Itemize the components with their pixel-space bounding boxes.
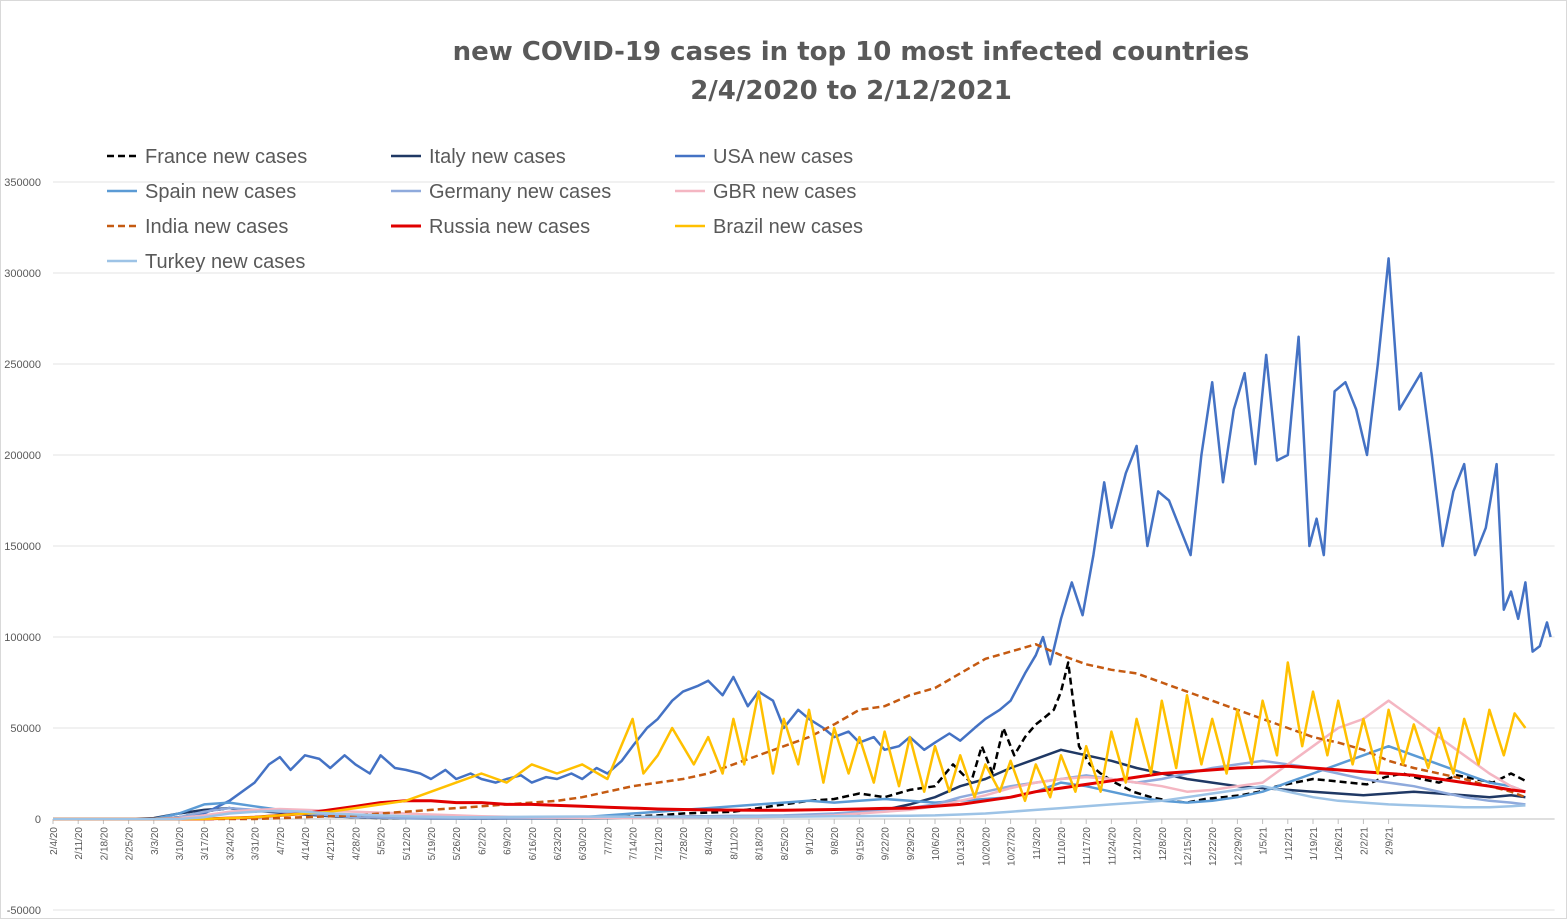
x-tick-label: 3/17/20	[200, 827, 211, 861]
x-tick-label: 10/27/20	[1007, 827, 1018, 866]
x-tick-label: 3/3/20	[150, 827, 161, 855]
y-tick-label: 200000	[4, 450, 41, 462]
x-tick-label: 7/21/20	[654, 827, 665, 861]
x-tick-label: 12/22/20	[1208, 827, 1219, 866]
x-tick-label: 4/28/20	[351, 827, 362, 861]
x-tick-label: 11/10/20	[1057, 827, 1068, 866]
x-tick-label: 7/14/20	[629, 827, 640, 861]
legend-label-italy-new-cases: Italy new cases	[429, 146, 566, 168]
y-axis-ticks: -50000 0 50000 100000 150000 200000 250000 3000…	[4, 177, 41, 917]
legend-label-brazil-new-cases: Brazil new cases	[713, 216, 863, 238]
x-tick-label: 5/12/20	[402, 827, 413, 861]
y-tick-label: 250000	[4, 359, 41, 371]
x-tick-label: 12/1/20	[1133, 827, 1144, 861]
x-tick-label: 2/11/20	[74, 827, 85, 860]
chart-subtitle: 2/4/2020 to 2/12/2021	[690, 76, 1012, 106]
x-tick-label: 1/12/21	[1284, 827, 1295, 861]
x-tick-label: 12/8/20	[1158, 827, 1169, 861]
x-tick-label: 10/20/20	[981, 827, 992, 866]
x-tick-label: 8/18/20	[755, 827, 766, 861]
legend: France new cases Italy new cases USA new c…	[107, 146, 863, 273]
y-tick-label: -50000	[7, 905, 41, 917]
x-tick-label: 4/14/20	[301, 827, 312, 861]
x-tick-label: 11/3/20	[1032, 827, 1043, 860]
legend-label-spain-new-cases: Spain new cases	[145, 181, 296, 203]
x-tick-label: 4/21/20	[326, 827, 337, 861]
y-tick-label: 50000	[10, 723, 41, 735]
x-tick-label: 9/29/20	[906, 827, 917, 861]
y-tick-label: 150000	[4, 541, 41, 553]
x-tick-label: 10/6/20	[931, 827, 942, 861]
series-line-india-new-cases	[53, 643, 1526, 821]
legend-label-usa-new-cases: USA new cases	[713, 146, 853, 168]
series-line-turkey-new-cases	[53, 784, 1526, 821]
x-tick-label: 5/5/20	[377, 827, 388, 855]
x-tick-label: 8/4/20	[704, 827, 715, 855]
series-line-brazil-new-cases	[53, 661, 1527, 821]
series-line-usa-new-cases	[53, 257, 1552, 821]
x-tick-label: 10/13/20	[956, 827, 967, 866]
x-tick-label: 3/24/20	[225, 827, 236, 861]
x-tick-label: 4/7/20	[276, 827, 287, 855]
y-tick-label: 100000	[4, 632, 41, 644]
x-tick-label: 6/23/20	[553, 827, 564, 861]
x-tick-label: 2/2/21	[1359, 827, 1370, 855]
x-tick-label: 1/26/21	[1334, 827, 1345, 861]
y-tick-label: 350000	[4, 177, 41, 189]
legend-label-india-new-cases: India new cases	[145, 216, 288, 238]
x-tick-label: 9/1/20	[805, 827, 816, 855]
x-tick-label: 2/4/20	[49, 827, 60, 855]
x-tick-label: 9/15/20	[855, 827, 866, 861]
x-tick-label: 3/31/20	[251, 827, 262, 861]
legend-label-russia-new-cases: Russia new cases	[429, 216, 590, 238]
x-tick-label: 2/9/21	[1385, 827, 1396, 855]
y-tick-label: 300000	[4, 268, 41, 280]
x-tick-label: 1/5/21	[1259, 827, 1270, 855]
x-tick-label: 6/2/20	[477, 827, 488, 855]
x-axis-ticks: 2/4/20 2/11/20 2/18/20 2/25/20 3/3/20 3/10/20…	[49, 819, 1396, 866]
x-tick-label: 11/17/20	[1082, 827, 1093, 866]
x-tick-label: 2/25/20	[125, 827, 136, 861]
x-tick-label: 6/16/20	[528, 827, 539, 861]
series-lines	[53, 257, 1552, 821]
x-tick-label: 6/9/20	[503, 827, 514, 855]
x-tick-label: 8/11/20	[729, 827, 740, 860]
x-tick-label: 2/18/20	[99, 827, 110, 861]
legend-label-gbr-new-cases: GBR new cases	[713, 181, 856, 203]
legend-label-germany-new-cases: Germany new cases	[429, 181, 611, 203]
x-tick-label: 1/19/21	[1309, 827, 1320, 861]
y-tick-label: 0	[35, 814, 41, 826]
x-tick-label: 7/7/20	[603, 827, 614, 855]
x-tick-label: 5/19/20	[427, 827, 438, 861]
x-tick-label: 12/29/20	[1233, 827, 1244, 866]
x-tick-label: 9/22/20	[881, 827, 892, 861]
legend-label-turkey-new-cases: Turkey new cases	[145, 251, 305, 273]
chart-title: new COVID-19 cases in top 10 most infect…	[453, 37, 1250, 67]
x-tick-label: 6/30/20	[578, 827, 589, 861]
x-tick-label: 11/24/20	[1107, 827, 1118, 866]
gridlines	[53, 181, 1555, 911]
x-tick-label: 5/26/20	[452, 827, 463, 861]
x-tick-label: 3/10/20	[175, 827, 186, 861]
x-tick-label: 8/25/20	[780, 827, 791, 861]
x-tick-label: 12/15/20	[1183, 827, 1194, 866]
x-tick-label: 7/28/20	[679, 827, 690, 861]
legend-label-france-new-cases: France new cases	[145, 146, 307, 168]
x-tick-label: 9/8/20	[830, 827, 841, 855]
